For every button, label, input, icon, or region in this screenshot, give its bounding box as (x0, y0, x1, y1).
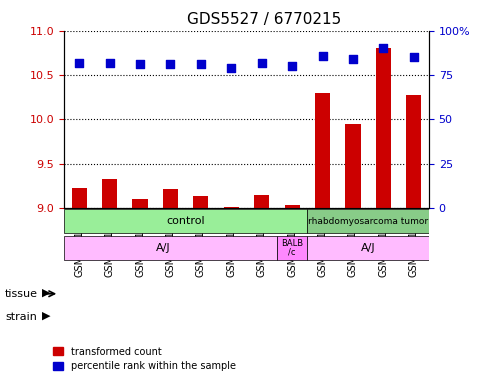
Text: A/J: A/J (361, 243, 375, 253)
Point (410, 54, 418, 60)
Bar (307, 236, 429, 260)
Bar (307, 209, 429, 233)
Point (167, 61, 175, 68)
Point (349, 56, 357, 62)
Bar (376, 48, 391, 208)
Point (258, 60, 266, 66)
Text: strain: strain (5, 312, 37, 322)
Bar (163, 189, 178, 208)
Text: GDS5527 / 6770215: GDS5527 / 6770215 (187, 12, 342, 26)
Point (227, 65, 235, 71)
Text: rhabdomyosarcoma tumor: rhabdomyosarcoma tumor (308, 217, 428, 226)
Point (318, 53, 326, 59)
Bar (64, 236, 277, 260)
Text: A/J: A/J (156, 243, 170, 253)
Text: BALB
/c: BALB /c (281, 239, 303, 257)
Text: tissue: tissue (5, 289, 38, 299)
Text: control: control (166, 216, 205, 226)
Bar (345, 124, 360, 208)
Bar (102, 179, 117, 208)
Bar (315, 93, 330, 208)
Text: ▶: ▶ (42, 288, 50, 298)
Text: ▶: ▶ (42, 311, 50, 321)
Point (197, 61, 205, 68)
Bar (133, 199, 148, 208)
Point (75, 60, 83, 66)
Bar (277, 236, 307, 260)
Bar (224, 207, 239, 208)
Point (288, 63, 296, 69)
Bar (193, 197, 209, 208)
Bar (254, 195, 269, 208)
Bar (284, 205, 300, 208)
Point (380, 45, 387, 51)
Bar (64, 209, 307, 233)
Bar (71, 189, 87, 208)
Legend: transformed count, percentile rank within the sample: transformed count, percentile rank withi… (49, 343, 240, 375)
Point (136, 61, 144, 68)
Bar (406, 94, 422, 208)
Point (106, 60, 113, 66)
